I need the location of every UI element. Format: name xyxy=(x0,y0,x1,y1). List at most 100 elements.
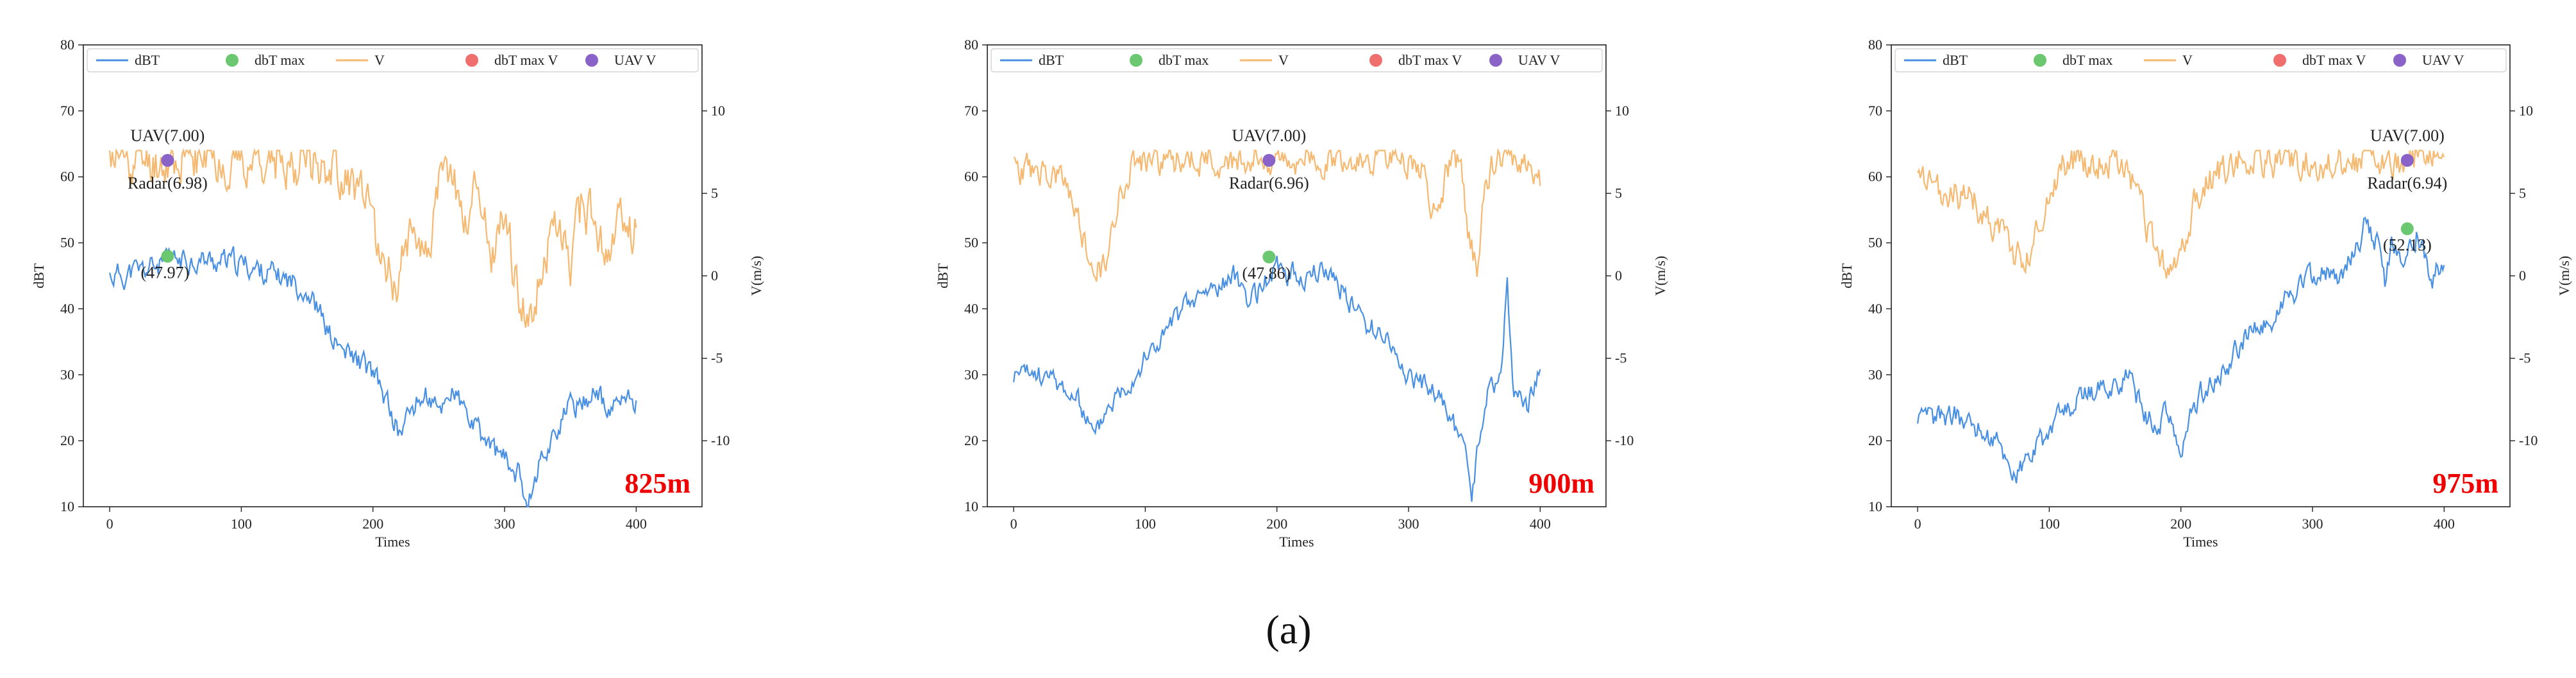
plot-frame xyxy=(987,44,1607,507)
x-tick-label: 0 xyxy=(1914,516,1921,532)
y-tick-label: 80 xyxy=(1868,37,1882,53)
x-tick-label: 100 xyxy=(231,516,252,532)
legend-entry: dbT max V xyxy=(1398,52,1462,68)
legend-entry: dBT xyxy=(1943,52,1968,68)
legend-box xyxy=(87,48,699,72)
y-tick-label: 40 xyxy=(60,300,74,316)
y-tick-label: 10 xyxy=(964,498,978,514)
y2-tick-label: 0 xyxy=(1615,267,1622,284)
legend-marker-swatch xyxy=(226,54,238,67)
y2-tick-label: -10 xyxy=(1615,432,1634,448)
y-tick-label: 20 xyxy=(964,432,978,448)
figure-caption: (a) xyxy=(1266,607,1312,652)
radar-label: Radar(6.96) xyxy=(1229,174,1309,192)
x-tick-label: 300 xyxy=(2302,516,2323,532)
legend-marker-swatch xyxy=(465,54,478,67)
legend-marker-swatch xyxy=(585,54,598,67)
y-tick-label: 20 xyxy=(1868,432,1882,448)
legend-entry: V xyxy=(2182,52,2193,68)
y-tick-label: 30 xyxy=(1868,366,1882,382)
y-tick-label: 60 xyxy=(1868,169,1882,185)
chart-panel-2: 0 100 200 300 400 10 20 30 40 50 60 70 80 -10 -5 0 5 10 Ti… xyxy=(935,37,1668,550)
y-axis-label: dBT xyxy=(31,263,47,289)
legend-marker-swatch xyxy=(1369,54,1382,67)
legend-box xyxy=(991,48,1603,72)
x-tick-label: 0 xyxy=(1010,516,1017,532)
x-axis-label: Times xyxy=(1279,534,1314,550)
y-tick-label: 70 xyxy=(60,103,74,119)
uav-label: UAV(7.00) xyxy=(1232,126,1306,145)
dbt-max-label: (47.86) xyxy=(1242,264,1291,283)
y2-tick-label: -5 xyxy=(711,350,723,366)
y-tick-label: 40 xyxy=(1868,300,1882,316)
x-tick-label: 400 xyxy=(2434,516,2455,532)
legend-entry: dBT xyxy=(135,52,160,68)
legend-entry: UAV V xyxy=(614,52,657,68)
x-axis-label: Times xyxy=(375,534,410,550)
dbt-max-marker xyxy=(1262,250,1276,264)
dbt-series-line xyxy=(109,246,637,508)
y2-tick-label: -5 xyxy=(2519,350,2530,366)
legend-entry: UAV V xyxy=(1518,52,1560,68)
dbt-series-line xyxy=(1917,216,2445,484)
y2-axis-label: V(m/s) xyxy=(748,256,764,296)
y2-tick-label: 5 xyxy=(711,185,718,201)
y2-tick-label: 10 xyxy=(1615,103,1629,119)
y2-tick-label: 10 xyxy=(711,103,725,119)
x-tick-label: 300 xyxy=(1398,516,1419,532)
uav-label: UAV(7.00) xyxy=(2370,126,2445,145)
uav-label: UAV(7.00) xyxy=(131,126,205,145)
legend-box xyxy=(1894,48,2507,72)
legend-marker-swatch xyxy=(1130,54,1142,67)
y-tick-label: 60 xyxy=(964,169,978,185)
y-tick-label: 70 xyxy=(964,103,978,119)
legend-entry: V xyxy=(1278,52,1289,68)
x-tick-label: 200 xyxy=(2170,516,2191,532)
y-axis-label: dBT xyxy=(1839,263,1855,289)
y-tick-label: 10 xyxy=(1868,498,1882,514)
legend-marker-swatch xyxy=(2034,54,2046,67)
x-tick-label: 400 xyxy=(1530,516,1551,532)
y-tick-label: 10 xyxy=(60,498,74,514)
x-tick-label: 300 xyxy=(494,516,515,532)
radar-label: Radar(6.94) xyxy=(2367,174,2447,192)
v-series-line xyxy=(1917,148,2445,279)
height-label: 975m xyxy=(2432,468,2498,499)
x-tick-label: 0 xyxy=(106,516,113,532)
y2-tick-label: 5 xyxy=(2519,185,2526,201)
dbt-max-label: (47.97) xyxy=(140,263,189,282)
y-tick-label: 30 xyxy=(60,366,74,382)
legend-entry: dbT max V xyxy=(2302,52,2366,68)
legend-entry: UAV V xyxy=(2422,52,2464,68)
x-axis-label: Times xyxy=(2183,534,2218,550)
y-tick-label: 60 xyxy=(60,169,74,185)
legend-entry: dbT max xyxy=(255,52,305,68)
uav-v-marker xyxy=(161,154,174,167)
legend-entry: dbT max V xyxy=(494,52,558,68)
height-label: 825m xyxy=(624,468,690,499)
uav-v-marker xyxy=(2400,154,2414,167)
y2-tick-label: 0 xyxy=(711,267,718,284)
y2-axis-label: V(m/s) xyxy=(1652,256,1668,296)
y-axis-label: dBT xyxy=(935,263,951,289)
y-tick-label: 50 xyxy=(1868,235,1882,251)
height-label: 900m xyxy=(1528,468,1594,499)
radar-label: Radar(6.98) xyxy=(128,174,208,192)
x-tick-label: 100 xyxy=(2039,516,2060,532)
legend-marker-swatch xyxy=(2273,54,2286,67)
dbt-max-marker xyxy=(2400,222,2414,235)
y2-tick-label: -10 xyxy=(711,432,730,448)
y-tick-label: 30 xyxy=(964,366,978,382)
y-tick-label: 50 xyxy=(964,235,978,251)
chart-panel-3: 0 100 200 300 400 10 20 30 40 50 60 70 80 -10 -5 0 5 10 Ti… xyxy=(1839,37,2572,550)
y2-tick-label: 5 xyxy=(1615,185,1622,201)
y2-tick-label: 10 xyxy=(2519,103,2533,119)
y-tick-label: 50 xyxy=(60,235,74,251)
y-tick-label: 20 xyxy=(60,432,74,448)
dbt-series-line xyxy=(1013,255,1541,502)
legend-marker-swatch xyxy=(2393,54,2406,67)
